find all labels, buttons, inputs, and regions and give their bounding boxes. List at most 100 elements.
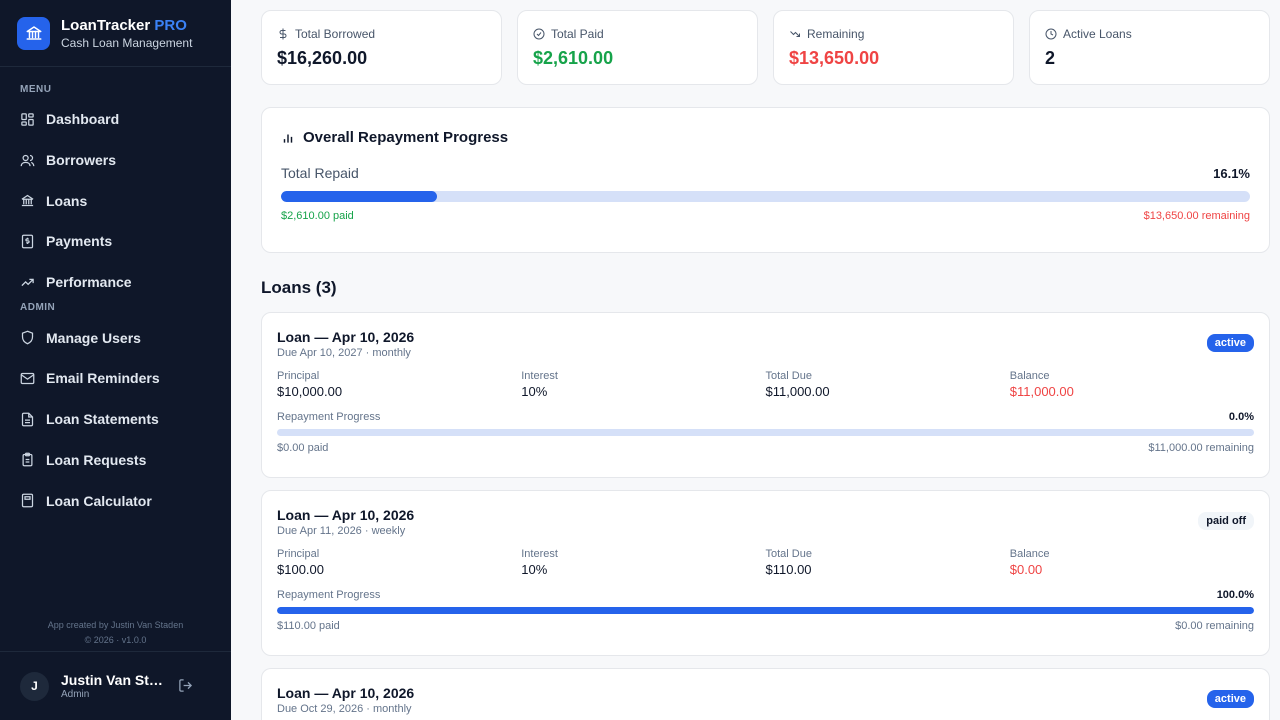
clock-icon [1045,28,1057,40]
sidebar-item-payments[interactable]: Payments [0,221,231,262]
sidebar-item-loan-statements[interactable]: Loan Statements [0,399,231,440]
sidebar-item-borrowers[interactable]: Borrowers [0,140,231,181]
repayment-percent: 100.0% [1216,589,1254,601]
progress-percent: 16.1% [1213,165,1250,181]
sidebar-item-label: Borrowers [46,152,117,169]
principal-label: Principal [277,548,320,560]
sidebar-item-email-reminders[interactable]: Email Reminders [0,358,231,399]
app-credit: App created by Justin Van Staden © 2026 … [0,618,231,648]
pro-badge: PRO [154,16,187,34]
shield-icon [20,330,35,345]
total-due-label: Total Due [765,370,812,382]
stat-value: $13,650.00 [789,48,880,68]
remaining-amount: $0.00 remaining [1175,620,1254,632]
loan-card[interactable]: Loan — Apr 10, 2026 Due Apr 10, 2027 · m… [261,312,1270,478]
stat-label: Total Borrowed [295,27,376,41]
sidebar-item-manage-users[interactable]: Manage Users [0,317,231,358]
sidebar-item-dashboard[interactable]: Dashboard [0,99,231,140]
sidebar-item-label: Dashboard [46,111,120,128]
stat-card-remaining: Remaining $13,650.00 [773,10,1014,85]
sidebar-item-loan-requests[interactable]: Loan Requests [0,440,231,481]
credit-line: App created by Justin Van Staden [47,620,184,630]
check-circle-icon [533,28,545,40]
stat-value: 2 [1045,48,1056,68]
balance-label: Balance [1009,370,1050,382]
user-name: Justin Van Staden [61,672,166,688]
clipboard-icon [20,452,35,467]
avatar[interactable]: J [20,671,49,701]
version-line: © 2026 · v1.0.0 [84,635,147,645]
balance-label: Balance [1009,548,1050,560]
interest-label: Interest [521,370,558,382]
loan-card[interactable]: Loan — Apr 10, 2026 Due Apr 11, 2026 · w… [261,490,1270,656]
principal-value: $10,000.00 [277,384,343,399]
bank-icon [20,193,35,208]
sidebar-item-loan-calculator[interactable]: Loan Calculator [0,480,231,521]
loan-subtitle: Due Oct 29, 2026 · monthly [277,703,412,715]
sidebar-item-label: Manage Users [46,329,141,346]
loan-subtitle: Due Apr 11, 2026 · weekly [277,525,406,537]
loan-title: Loan — Apr 10, 2026 [277,507,415,523]
progress-bar-fill [281,191,437,202]
interest-value: 10% [521,384,548,399]
grid-icon [20,112,35,127]
sidebar-item-performance[interactable]: Performance [0,262,231,303]
users-icon [20,153,35,168]
repayment-progress-label: Repayment Progress [277,411,381,423]
sidebar-item-loans[interactable]: Loans [0,180,231,221]
repayment-percent: 0.0% [1228,411,1254,423]
paid-amount: $2,610.00 paid [281,210,354,222]
menu-section-label: MENU [20,84,52,95]
status-badge: paid off [1198,512,1254,530]
stat-value: $2,610.00 [533,48,614,68]
principal-label: Principal [277,370,320,382]
total-due-value: $11,000.00 [765,384,830,399]
overall-progress-card: Overall Repayment Progress Total Repaid … [261,107,1270,253]
sidebar-item-label: Performance [46,274,132,291]
sidebar-item-label: Loan Requests [46,451,147,468]
app-name: LoanTracker PRO [61,16,187,34]
calculator-icon [20,493,35,508]
user-profile: J Justin Van Staden Admin [0,651,231,720]
trending-up-icon [20,275,35,290]
interest-label: Interest [521,548,558,560]
trending-down-icon [789,28,801,40]
total-due-label: Total Due [765,548,812,560]
sidebar: LoanTracker PRO Cash Loan Management MEN… [0,0,231,720]
user-role: Admin [61,689,90,700]
mail-icon [20,371,35,386]
repayment-progress-fill [277,607,1254,614]
sidebar-item-label: Email Reminders [46,370,160,387]
paid-amount: $0.00 paid [277,442,329,454]
brand-header: LoanTracker PRO Cash Loan Management [0,0,231,67]
card-title: Overall Repayment Progress [303,129,509,146]
interest-value: 10% [521,562,548,577]
status-badge: active [1206,690,1254,708]
loan-subtitle: Due Apr 10, 2027 · monthly [277,347,411,359]
paid-amount: $110.00 paid [277,620,340,632]
balance-value: $11,000.00 [1009,384,1074,399]
logout-icon[interactable] [178,678,194,694]
principal-value: $100.00 [277,562,324,577]
app-subtitle: Cash Loan Management [61,35,193,50]
loan-title: Loan — Apr 10, 2026 [277,685,415,701]
bank-icon [17,16,50,50]
loan-card[interactable]: Loan — Apr 10, 2026 Due Oct 29, 2026 · m… [261,668,1270,720]
stat-card-total-borrowed: Total Borrowed $16,260.00 [261,10,502,85]
sidebar-item-label: Loan Statements [46,411,159,428]
repayment-progress-bar [277,607,1254,614]
stat-value: $16,260.00 [277,48,368,68]
progress-label: Total Repaid [281,165,359,181]
stat-card-total-paid: Total Paid $2,610.00 [517,10,758,85]
total-due-value: $110.00 [765,562,812,577]
sidebar-item-label: Loans [46,192,88,209]
loan-title: Loan — Apr 10, 2026 [277,329,415,345]
balance-value: $0.00 [1009,562,1043,577]
stat-card-active-loans: Active Loans 2 [1029,10,1270,85]
sidebar-item-label: Loan Calculator [46,492,152,509]
repayment-progress-label: Repayment Progress [277,589,381,601]
remaining-amount: $13,650.00 remaining [1143,210,1250,222]
stat-label: Total Paid [551,27,604,41]
admin-section-label: ADMIN [20,302,56,314]
progress-bar [281,191,1250,202]
